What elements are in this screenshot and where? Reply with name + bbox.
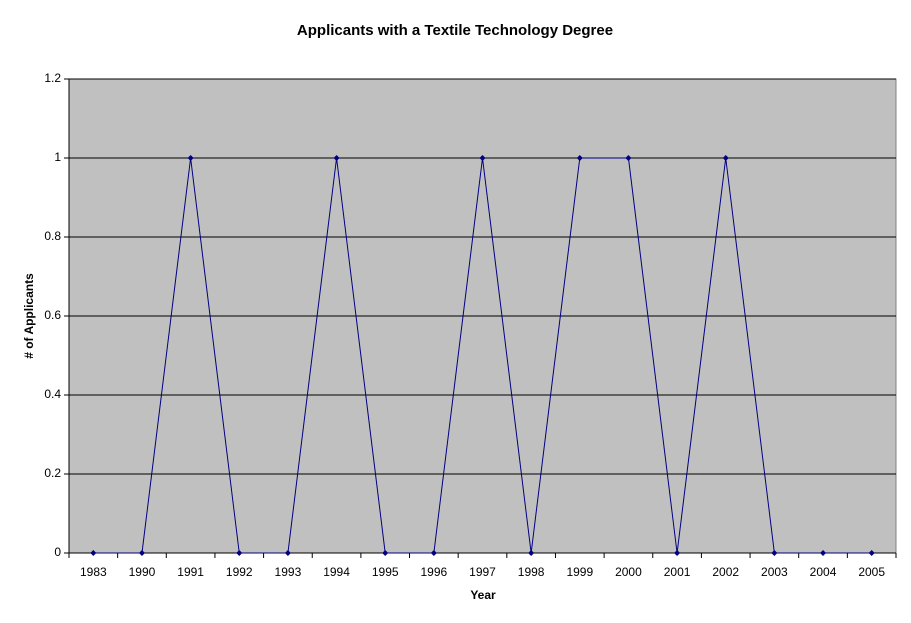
- x-tick-label: 1990: [129, 565, 156, 579]
- x-tick-label: 1996: [421, 565, 448, 579]
- x-axis-title: Year: [470, 588, 496, 602]
- x-tick-label: 2000: [615, 565, 642, 579]
- y-tick-label: 0: [54, 545, 61, 559]
- x-tick-label: 1993: [275, 565, 302, 579]
- x-tick-label: 1999: [566, 565, 593, 579]
- x-tick-label: 2005: [858, 565, 885, 579]
- y-tick-label: 1.2: [44, 71, 61, 85]
- x-tick-label: 2002: [712, 565, 739, 579]
- x-tick-label: 2001: [664, 565, 691, 579]
- y-tick-label: 0.2: [44, 466, 61, 480]
- chart: Applicants with a Textile Technology Deg…: [0, 0, 911, 623]
- chart-title: Applicants with a Textile Technology Deg…: [297, 22, 613, 39]
- y-tick-label: 1: [54, 150, 61, 164]
- y-axis-title: # of Applicants: [22, 273, 36, 359]
- x-tick-label: 1997: [469, 565, 496, 579]
- x-tick-label: 1994: [323, 565, 350, 579]
- y-tick-label: 0.8: [44, 229, 61, 243]
- x-tick-label: 1995: [372, 565, 399, 579]
- x-tick-label: 1992: [226, 565, 253, 579]
- y-tick-label: 0.4: [44, 387, 61, 401]
- x-tick-label: 1998: [518, 565, 545, 579]
- x-tick-label: 1991: [177, 565, 204, 579]
- x-tick-label: 1983: [80, 565, 107, 579]
- x-tick-label: 2003: [761, 565, 788, 579]
- y-tick-label: 0.6: [44, 308, 61, 322]
- x-tick-label: 2004: [810, 565, 837, 579]
